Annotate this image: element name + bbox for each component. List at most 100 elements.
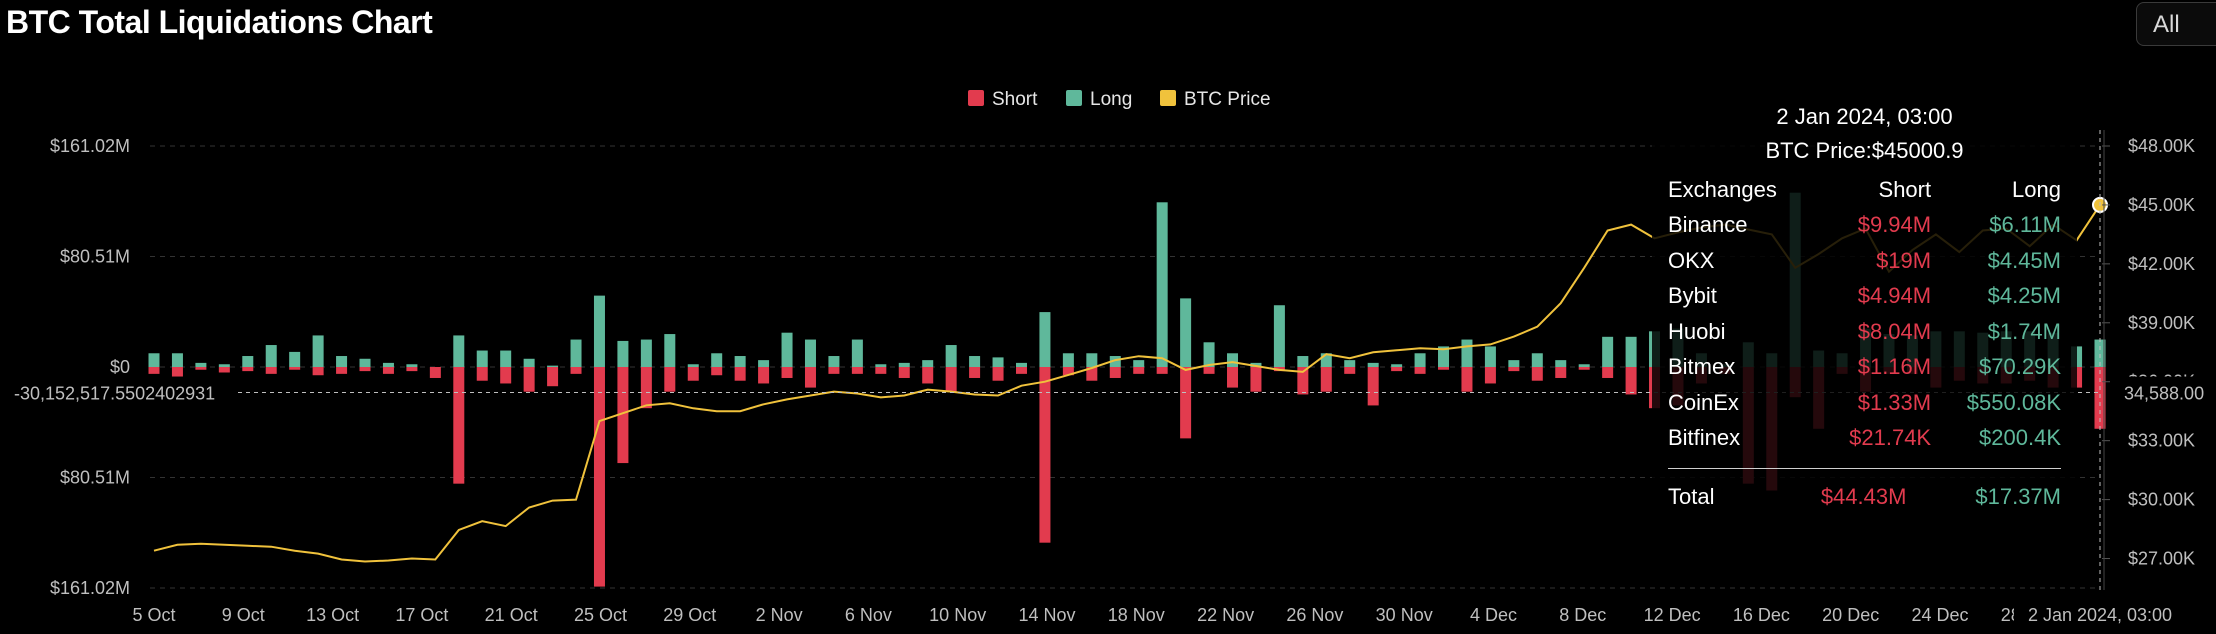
legend-label: Long (1090, 89, 1132, 110)
crosshair-x-label-bg (2014, 598, 2184, 630)
short-bar (781, 367, 793, 378)
x-tick-label: 4 Dec (1470, 605, 1517, 625)
long-bar (1203, 342, 1215, 367)
short-bar (1109, 367, 1121, 378)
short-bar (148, 367, 160, 374)
x-tick-label: 18 Nov (1108, 605, 1165, 625)
short-bar (289, 367, 301, 370)
short-bar (336, 367, 348, 374)
short-bar (875, 367, 887, 374)
long-bar (1414, 353, 1426, 367)
x-tick-label: 14 Nov (1018, 605, 1075, 625)
long-bar (992, 357, 1004, 367)
range-select[interactable]: All (2136, 2, 2216, 46)
long-bar (1438, 346, 1450, 367)
x-tick-label: 29 Oct (663, 605, 716, 625)
long-bar (195, 362, 207, 367)
short-bar (218, 367, 230, 373)
exchange-short: $4.94M (1857, 283, 1932, 309)
short-bar (687, 367, 699, 381)
legend-swatch (968, 90, 984, 106)
y-right-tick-label: $39.00K (2128, 313, 2195, 333)
short-bar (1320, 367, 1332, 392)
short-bar (992, 367, 1004, 381)
long-bar (1180, 298, 1192, 367)
long-bar (687, 364, 699, 367)
short-bar (312, 367, 324, 376)
short-bar (382, 367, 394, 374)
long-bar (1508, 360, 1520, 367)
short-bar (523, 367, 535, 392)
legend-label: Short (992, 89, 1038, 110)
tooltip-row-coinex: CoinEx $1.33M $550.08K (1668, 385, 2061, 421)
x-tick-label: 5 Oct (132, 605, 175, 625)
crosshair-left-label-bg (0, 376, 236, 409)
x-tick-label: 30 Nov (1376, 605, 1433, 625)
legend-swatch (1160, 90, 1176, 106)
short-bar (1484, 367, 1496, 384)
short-bar (195, 367, 207, 370)
long-bar (171, 353, 183, 367)
y-right-tick-label: $30.00K (2128, 490, 2195, 510)
tooltip-panel: 2 Jan 2024, 03:00 BTC Price:$45000.9 Exc… (1652, 88, 2077, 534)
y-left-tick-label: $0 (110, 357, 130, 377)
exchange-name: CoinEx (1668, 389, 1739, 415)
long-bar (1227, 353, 1239, 367)
crosshair-left-value: -30,152,517.5502402931 (14, 384, 215, 404)
short-bar (1062, 367, 1074, 376)
long-bar (1602, 336, 1614, 367)
short-bar (1461, 367, 1473, 392)
short-bar (1156, 367, 1168, 374)
tooltip-row-binance: Binance $9.94M $6.11M (1668, 208, 2061, 244)
short-bar (1086, 367, 1098, 381)
short-bar (1625, 367, 1637, 395)
short-bar (922, 367, 934, 384)
short-bar (969, 367, 981, 378)
tooltip-row-bybit: Bybit $4.94M $4.25M (1668, 279, 2061, 315)
short-bar (500, 367, 512, 384)
long-bar (664, 334, 676, 367)
long-bar (898, 362, 910, 367)
short-bar (1250, 367, 1262, 392)
long-bar (453, 335, 465, 367)
long-bar (1531, 353, 1543, 367)
long-bar (1297, 356, 1309, 367)
long-bar (758, 360, 770, 367)
short-bar (851, 367, 863, 374)
tooltip-row-okx: OKX $19M $4.45M (1668, 243, 2061, 279)
short-bar (570, 367, 582, 374)
long-bar (1344, 360, 1356, 367)
x-tick-label: 24 Dec (1911, 605, 1968, 625)
long-bar (640, 339, 652, 367)
legend[interactable]: Short Long BTC Price (968, 89, 1271, 110)
long-bar (406, 364, 418, 367)
long-bar (875, 364, 887, 367)
short-bar (476, 367, 488, 381)
short-bar (734, 367, 746, 381)
long-bar (828, 356, 840, 367)
long-bar (1555, 360, 1567, 367)
page-title: BTC Total Liquidations Chart (6, 4, 433, 40)
long-bar (148, 353, 160, 367)
long-bar (711, 353, 723, 367)
short-bar (265, 367, 277, 374)
long-bar (1133, 360, 1145, 367)
grid-lines (150, 145, 2100, 589)
short-bar (547, 367, 559, 387)
long-bar (1109, 356, 1121, 367)
long-bar (359, 358, 371, 367)
short-bar (804, 367, 816, 388)
exchange-short: $8.04M (1857, 318, 1932, 344)
short-bar (1602, 367, 1614, 378)
exchange-name: Binance (1668, 212, 1748, 238)
exchange-name: OKX (1668, 247, 1715, 273)
exchange-short: $21.74K (1849, 425, 1932, 451)
short-bar (1344, 367, 1356, 374)
long-bar (1461, 339, 1473, 367)
short-bar (1203, 367, 1215, 374)
x-tick-label: 16 Dec (1733, 605, 1790, 625)
short-bar (242, 367, 254, 372)
long-bar (1156, 202, 1168, 367)
long-bar (1062, 353, 1074, 367)
